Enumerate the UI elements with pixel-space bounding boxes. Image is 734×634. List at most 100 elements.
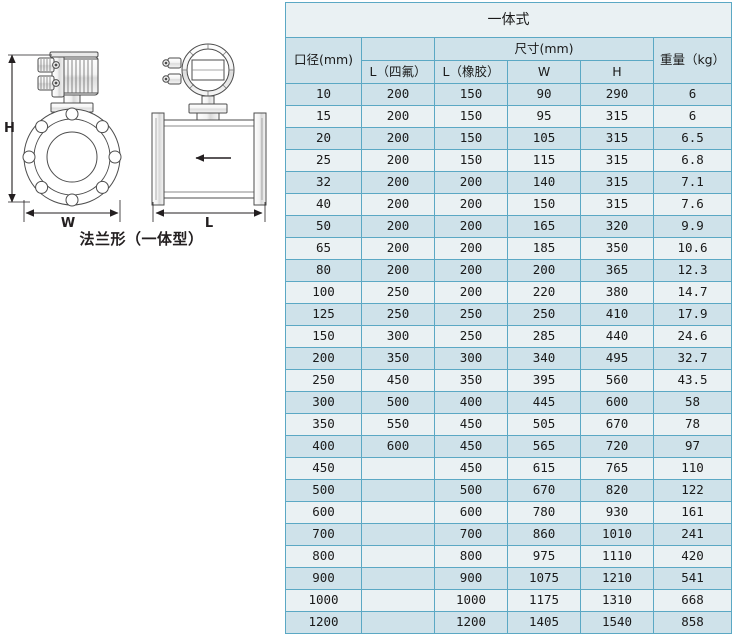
cell-weight: 9.9 — [652, 215, 733, 238]
table-row: 450 450 615 765 110 — [285, 457, 733, 480]
cell-h: 320 — [580, 215, 654, 238]
table-row: 25 200 150 115 315 6.8 — [285, 149, 733, 172]
cell-length-ptfe: 250 — [361, 303, 435, 326]
cell-w: 975 — [507, 545, 581, 568]
table-title: 一体式 — [284, 2, 733, 38]
cell-h: 670 — [580, 413, 654, 436]
cell-diameter: 40 — [285, 193, 362, 216]
cell-weight: 668 — [652, 589, 733, 612]
cell-weight: 12.3 — [652, 259, 733, 282]
table-row: 32 200 200 140 315 7.1 — [285, 171, 733, 194]
cell-w: 860 — [507, 523, 581, 546]
cell-length-rubber: 400 — [434, 391, 508, 414]
cell-length-ptfe: 500 — [361, 391, 435, 414]
cell-h: 440 — [580, 325, 654, 348]
header-weight: 重量（kg） — [652, 37, 733, 84]
table-row: 150 300 250 285 440 24.6 — [285, 325, 733, 348]
cell-length-rubber: 600 — [434, 501, 508, 524]
cell-weight: 32.7 — [652, 347, 733, 370]
cell-diameter: 800 — [285, 545, 362, 568]
cell-length-ptfe — [361, 523, 435, 546]
cell-weight: 6 — [652, 105, 733, 128]
cell-diameter: 700 — [285, 523, 362, 546]
table-row: 1200 1200 1405 1540 858 — [285, 611, 733, 634]
cell-length-ptfe: 600 — [361, 435, 435, 458]
flange-right-side — [253, 112, 267, 206]
cell-weight: 14.7 — [652, 281, 733, 304]
cell-w: 395 — [507, 369, 581, 392]
cell-w: 780 — [507, 501, 581, 524]
table-row: 40 200 200 150 315 7.6 — [285, 193, 733, 216]
table-row: 600 600 780 930 161 — [285, 501, 733, 524]
spec-table: 一体式 口径(mm) 尺寸(mm) 重量（kg） L（四氟） L（橡胶） W H… — [284, 2, 733, 634]
cell-diameter: 200 — [285, 347, 362, 370]
cell-length-rubber: 1000 — [434, 589, 508, 612]
cell-weight: 17.9 — [652, 303, 733, 326]
cell-diameter: 600 — [285, 501, 362, 524]
cell-diameter: 125 — [285, 303, 362, 326]
cell-w: 340 — [507, 347, 581, 370]
table-row: 100 250 200 220 380 14.7 — [285, 281, 733, 304]
cell-w: 1405 — [507, 611, 581, 634]
label-width: W — [61, 216, 75, 230]
cell-diameter: 300 — [285, 391, 362, 414]
header-diameter: 口径(mm) — [285, 37, 362, 84]
cell-diameter: 100 — [285, 281, 362, 304]
cell-w: 445 — [507, 391, 581, 414]
header-h: H — [580, 60, 654, 84]
cell-diameter: 25 — [285, 149, 362, 172]
cell-h: 315 — [580, 149, 654, 172]
cell-length-rubber: 1200 — [434, 611, 508, 634]
table-body: 10 200 150 90 290 6 15 200 150 95 315 6 20 200 150 105 3… — [285, 83, 733, 634]
cell-h: 820 — [580, 479, 654, 502]
cell-weight: 43.5 — [652, 369, 733, 392]
dimension-height — [8, 54, 52, 203]
cell-h: 290 — [580, 83, 654, 106]
cell-length-rubber: 150 — [434, 149, 508, 172]
cell-w: 285 — [507, 325, 581, 348]
cell-diameter: 80 — [285, 259, 362, 282]
cell-w: 150 — [507, 193, 581, 216]
table-row: 1000 1000 1175 1310 668 — [285, 589, 733, 612]
cell-diameter: 1200 — [285, 611, 362, 634]
cell-w: 220 — [507, 281, 581, 304]
table-row: 10 200 150 90 290 6 — [285, 83, 733, 106]
mounting-neck-side — [188, 95, 228, 122]
header-dimensions: 尺寸(mm) — [434, 37, 654, 61]
table-row: 125 250 250 250 410 17.9 — [285, 303, 733, 326]
cell-length-ptfe — [361, 611, 435, 634]
cell-h: 410 — [580, 303, 654, 326]
cell-w: 165 — [507, 215, 581, 238]
cell-h: 315 — [580, 105, 654, 128]
cell-h: 365 — [580, 259, 654, 282]
cell-length-ptfe: 200 — [361, 237, 435, 260]
table-row: 80 200 200 200 365 12.3 — [285, 259, 733, 282]
cell-weight: 78 — [652, 413, 733, 436]
cell-length-rubber: 500 — [434, 479, 508, 502]
cell-length-ptfe: 200 — [361, 215, 435, 238]
cell-h: 380 — [580, 281, 654, 304]
flowmeter-diagram: H W L — [4, 43, 267, 230]
cell-h: 930 — [580, 501, 654, 524]
cell-h: 720 — [580, 435, 654, 458]
table-row: 700 700 860 1010 241 — [285, 523, 733, 546]
converter-housing-front — [37, 51, 99, 98]
cell-diameter: 65 — [285, 237, 362, 260]
cell-weight: 10.6 — [652, 237, 733, 260]
cell-length-rubber: 200 — [434, 237, 508, 260]
cell-weight: 122 — [652, 479, 733, 502]
cell-h: 350 — [580, 237, 654, 260]
page-root: H W L 法兰形（一体型） 一体式 口径(mm) 尺寸(mm) 重量（kg） — [4, 2, 733, 634]
cell-w: 670 — [507, 479, 581, 502]
cell-diameter: 450 — [285, 457, 362, 480]
cell-length-ptfe: 200 — [361, 105, 435, 128]
cell-length-ptfe: 200 — [361, 83, 435, 106]
header-length-rubber: L（橡胶） — [434, 60, 508, 84]
cell-length-ptfe: 550 — [361, 413, 435, 436]
cell-length-rubber: 450 — [434, 413, 508, 436]
cell-w: 250 — [507, 303, 581, 326]
cell-length-ptfe: 200 — [361, 127, 435, 150]
cell-length-rubber: 200 — [434, 171, 508, 194]
cell-weight: 420 — [652, 545, 733, 568]
table-row: 20 200 150 105 315 6.5 — [285, 127, 733, 150]
